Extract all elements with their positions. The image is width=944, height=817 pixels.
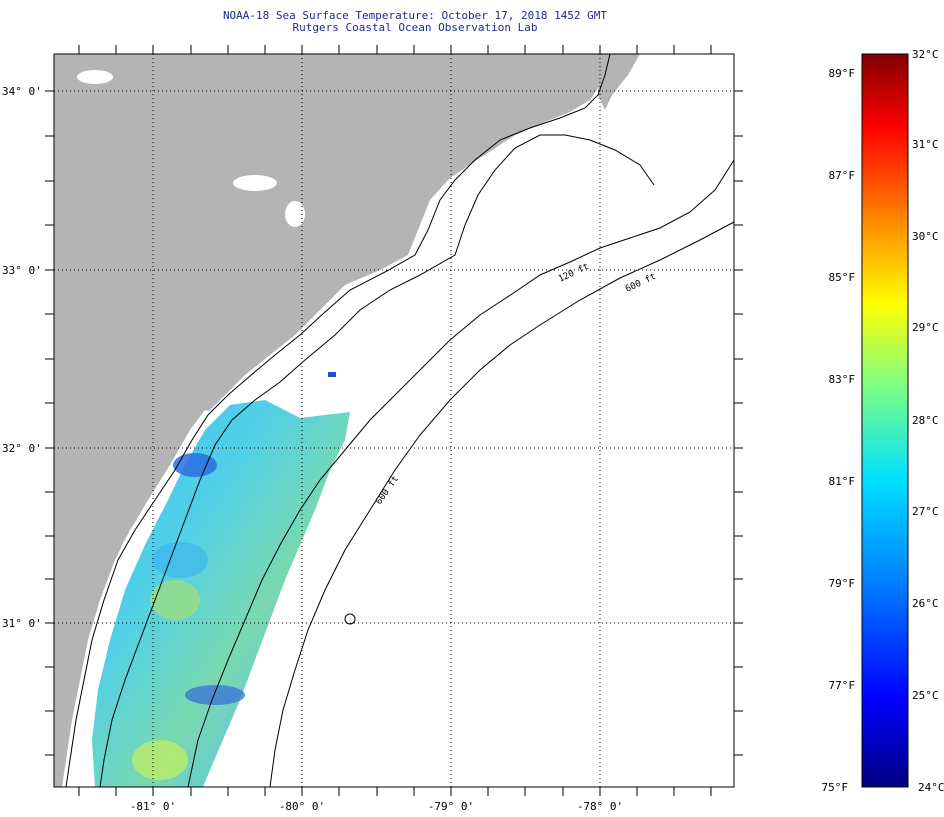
lon-label: -78° 0'	[577, 800, 623, 813]
coastal-mask	[70, 410, 220, 787]
inland-lake	[77, 70, 113, 84]
legend-label-f: 83°F	[829, 373, 856, 386]
anomaly-dot	[328, 372, 336, 377]
cool-patch	[152, 542, 208, 578]
map-frame	[53, 53, 735, 788]
legend-label-c: 25°C	[912, 689, 939, 702]
legend-label-c: 31°C	[912, 138, 939, 151]
legend-label-c: 29°C	[912, 321, 939, 334]
map-title: NOAA-18 Sea Surface Temperature: October…	[222, 9, 608, 22]
seamount-contour	[344, 613, 356, 625]
legend-label-c: 32°C	[912, 48, 939, 61]
legend-label-c: 27°C	[912, 505, 939, 518]
legend-label-c: 24°C	[918, 781, 944, 794]
legend-label-c: 30°C	[912, 230, 939, 243]
lon-ticks	[78, 45, 712, 796]
isobath-shallow	[99, 134, 655, 787]
lat-label: 32° 0'	[2, 442, 42, 455]
warm-patch	[150, 580, 200, 620]
color-scale-bar	[861, 53, 909, 788]
legend-label-c: 28°C	[912, 414, 939, 427]
legend-label-c: 26°C	[912, 597, 939, 610]
land-cape-fear	[598, 54, 640, 110]
map-subtitle: Rutgers Coastal Ocean Observation Lab	[292, 21, 538, 34]
contour-label-600ft: 600 ft	[374, 474, 401, 506]
legend-label-f: 79°F	[829, 577, 856, 590]
legend-label-f: 77°F	[829, 679, 856, 692]
lat-ticks	[45, 90, 743, 756]
isobath-600ft	[269, 221, 734, 787]
lat-label: 31° 0'	[2, 617, 42, 630]
isobath-120ft	[187, 159, 734, 787]
legend-label-f: 81°F	[829, 475, 856, 488]
legend-label-f: 87°F	[829, 169, 856, 182]
sst-swath	[92, 400, 350, 787]
lon-label: -81° 0'	[130, 800, 176, 813]
lon-label: -80° 0'	[279, 800, 325, 813]
lat-label: 33° 0'	[2, 264, 42, 277]
coastline	[65, 54, 611, 787]
legend-label-f: 89°F	[829, 67, 856, 80]
lon-label: -79° 0'	[428, 800, 474, 813]
warm-patch	[132, 740, 188, 780]
land-mass	[54, 54, 610, 787]
graticule	[54, 54, 734, 787]
inland-lake	[233, 175, 277, 191]
cool-patch	[185, 685, 245, 705]
contour-label-600ft: 600 ft	[624, 272, 658, 295]
legend-label-f: 85°F	[829, 271, 856, 284]
cool-patch	[173, 453, 217, 477]
legend-label-f: 75°F	[822, 781, 849, 794]
lat-label: 34° 0'	[2, 85, 42, 98]
inland-lake	[285, 201, 305, 227]
